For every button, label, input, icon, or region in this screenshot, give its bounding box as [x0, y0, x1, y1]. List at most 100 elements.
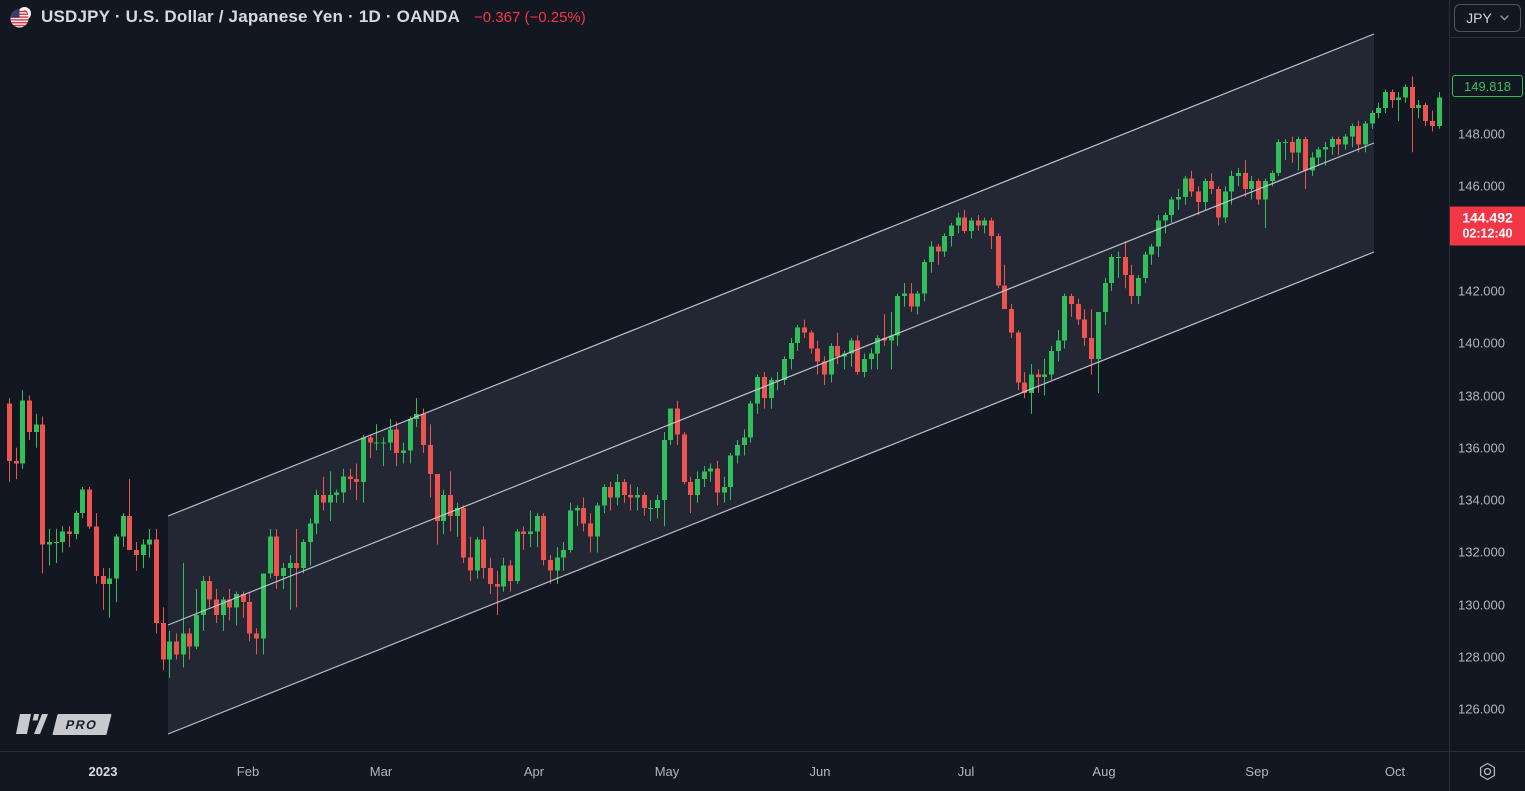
candle-body [1330, 139, 1335, 148]
pro-badge-label: PRO [64, 717, 100, 731]
pro-badge: PRO [52, 713, 112, 735]
time-axis-label-oct: Oct [1384, 764, 1406, 779]
time-axis-label-jun: Jun [809, 764, 831, 779]
candle-body [648, 507, 653, 509]
price-axis-label: 136.000 [1458, 440, 1505, 456]
price-axis-label: 128.000 [1458, 649, 1505, 665]
candle-body [401, 450, 406, 454]
candle-body [1089, 337, 1094, 359]
candle-body [408, 419, 413, 451]
candle-body [254, 633, 259, 639]
candle-body [508, 565, 513, 582]
tradingview-pro-logo[interactable]: PRO [12, 712, 112, 736]
currency-selector-button[interactable]: JPY [1454, 4, 1521, 32]
candle-body [782, 358, 787, 380]
candle-body [1069, 296, 1074, 304]
candle-body [214, 599, 219, 616]
candle-body [1136, 277, 1141, 297]
candle-body [521, 531, 526, 535]
candle-body [60, 531, 65, 542]
candle-body [1390, 92, 1395, 101]
candle-body [695, 479, 700, 495]
candle-body [1336, 139, 1341, 145]
parallel-channel-upper-line[interactable] [167, 33, 1375, 517]
candle-body [682, 434, 687, 482]
candle-body [895, 296, 900, 336]
price-axis-label: 140.000 [1458, 335, 1505, 351]
axis-separator [1450, 37, 1525, 38]
candle-body [274, 536, 279, 576]
time-axis[interactable]: 2023 Feb Mar Apr May Jun Jul Aug Sep Oct [0, 751, 1449, 791]
candle-body [915, 293, 920, 307]
candle-body [541, 515, 546, 561]
candle-body [622, 481, 627, 495]
time-axis-label-apr: Apr [523, 764, 545, 779]
candle-body [789, 343, 794, 359]
candle-body [835, 345, 840, 357]
candle-body [1156, 220, 1161, 247]
candle-body [1396, 97, 1401, 101]
candle-body [662, 439, 667, 501]
candle-body [1316, 149, 1321, 158]
candle-body [435, 473, 440, 522]
candle-body [14, 460, 19, 464]
candle-body [1430, 120, 1435, 127]
candle-body [1363, 123, 1368, 145]
candle-body [1343, 136, 1348, 145]
candle-body [642, 494, 647, 508]
candle-body [1129, 275, 1134, 297]
candle-body [655, 500, 660, 508]
candle-body [869, 353, 874, 359]
candle-body [475, 539, 480, 571]
parallel-channel-lower-line[interactable] [167, 251, 1375, 735]
candle-body [1022, 382, 1027, 393]
candle-body [194, 615, 199, 647]
candle-body [87, 489, 92, 527]
candle-body [1296, 139, 1301, 153]
candle-body [1249, 181, 1254, 189]
candle-body [1103, 283, 1108, 312]
candle-body [889, 335, 894, 341]
time-axis-label-2023: 2023 [88, 764, 118, 779]
candle-body [495, 583, 500, 587]
parallel-channel-middle-line[interactable] [167, 142, 1375, 626]
candle-body [1423, 105, 1428, 121]
price-axis-label: 148.000 [1458, 126, 1505, 142]
candle-body [775, 379, 780, 381]
candle-body [421, 413, 426, 446]
symbol-title[interactable]: USDJPY · U.S. Dollar / Japanese Yen · 1D… [41, 7, 460, 26]
chevron-down-icon [1500, 15, 1509, 21]
price-axis-label: 134.000 [1458, 492, 1505, 508]
candle-body [268, 536, 273, 574]
price-axis[interactable]: JPY 148.000 146.000 142.000 140.000 138.000 1… [1449, 0, 1525, 751]
candle-body [161, 623, 166, 660]
candle-body [141, 544, 146, 556]
candle-body [902, 293, 907, 297]
candle-body [468, 557, 473, 571]
candle-body [368, 437, 373, 443]
candle-body [1229, 175, 1234, 192]
candle-body [748, 403, 753, 438]
candle-body [708, 468, 713, 472]
candle-body [989, 220, 994, 236]
chart-settings-gear-icon[interactable] [1478, 762, 1497, 781]
candlestick-chart[interactable] [0, 0, 1449, 751]
candle-body [1149, 246, 1154, 255]
time-axis-label-aug: Aug [1092, 764, 1116, 779]
candle-body [448, 494, 453, 516]
candle-body [501, 565, 506, 587]
axis-corner[interactable] [1449, 751, 1525, 791]
us-japan-flag-icon[interactable] [10, 6, 32, 28]
candle-body [969, 220, 974, 231]
candle-body [27, 400, 32, 433]
candle-body [308, 523, 313, 542]
candle-body [114, 536, 119, 579]
candle-body [1356, 126, 1361, 145]
candle-body [348, 476, 353, 480]
candle-body [608, 487, 613, 498]
candle-body [201, 581, 206, 616]
candle-body [1216, 188, 1221, 218]
candle-body [294, 562, 299, 569]
candle-body [1403, 86, 1408, 98]
candle-body [628, 494, 633, 498]
